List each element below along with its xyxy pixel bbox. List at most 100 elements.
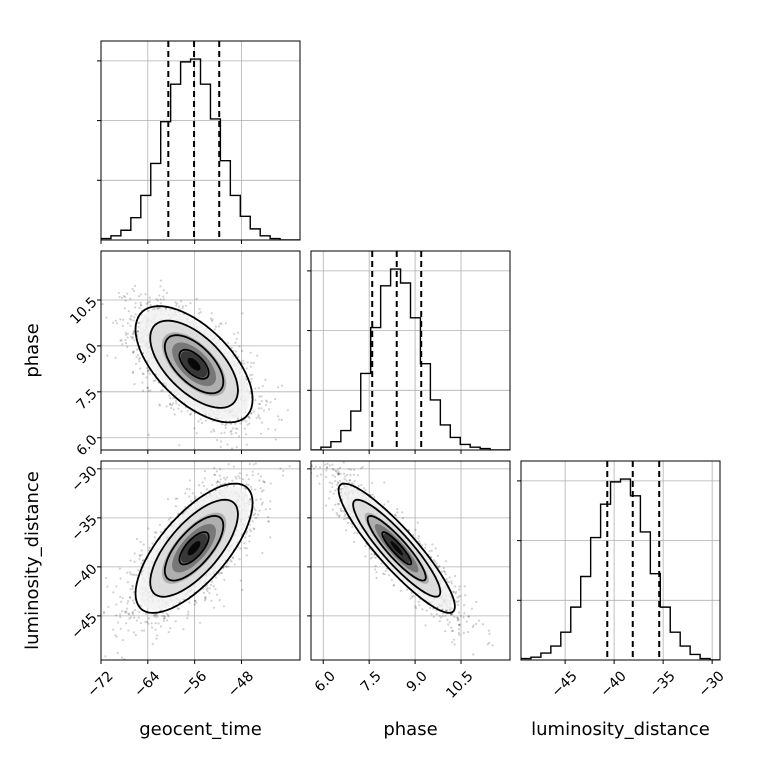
sample-point — [234, 427, 237, 430]
sample-point — [253, 507, 256, 510]
sample-point — [131, 613, 135, 616]
sample-point — [246, 361, 249, 364]
sample-point — [139, 304, 142, 307]
sample-point — [106, 585, 109, 588]
sample-point — [131, 371, 135, 374]
sample-point — [131, 587, 134, 590]
panel-geocent_time-vs-phase — [101, 251, 300, 450]
sample-point — [237, 475, 240, 478]
sample-point — [147, 433, 150, 436]
sample-point — [260, 490, 264, 493]
sample-point — [142, 373, 145, 376]
sample-point — [218, 599, 221, 602]
density-region — [187, 541, 201, 556]
sample-point — [255, 416, 258, 419]
sample-point — [264, 378, 267, 381]
sample-point — [123, 295, 127, 298]
sample-point — [162, 289, 165, 292]
sample-point — [248, 417, 251, 420]
sample-point — [203, 477, 207, 480]
sample-point — [119, 577, 122, 580]
sample-point — [189, 413, 192, 416]
sample-point — [158, 404, 162, 407]
sample-point — [269, 507, 272, 511]
sample-point — [234, 350, 238, 353]
sample-point — [248, 528, 252, 531]
sample-point — [227, 341, 230, 345]
sample-point — [227, 463, 230, 466]
sample-point — [245, 433, 248, 436]
sample-point — [457, 595, 460, 598]
sample-point — [129, 596, 132, 599]
sample-point — [261, 551, 264, 555]
sample-point — [254, 508, 257, 512]
sample-point — [201, 481, 204, 484]
sample-point — [116, 322, 119, 325]
sample-point — [134, 313, 137, 316]
sample-point — [257, 472, 260, 476]
sample-point — [208, 587, 211, 590]
sample-point — [197, 420, 200, 423]
sample-point — [213, 473, 217, 477]
sample-point — [233, 563, 236, 566]
sample-point — [250, 412, 253, 415]
sample-point — [247, 415, 250, 418]
sample-point — [133, 552, 136, 555]
sample-point — [189, 500, 193, 503]
sample-point — [198, 621, 202, 624]
sample-point — [163, 617, 166, 620]
sample-point — [157, 622, 160, 625]
sample-point — [231, 427, 235, 430]
sample-point — [210, 430, 213, 433]
sample-point — [198, 308, 201, 311]
sample-point — [130, 315, 133, 318]
sample-point — [364, 545, 367, 548]
contour-line — [134, 305, 254, 424]
sample-point — [416, 521, 419, 524]
sample-point — [243, 546, 246, 550]
sample-point — [126, 322, 129, 325]
sample-point — [219, 483, 223, 486]
sample-point — [237, 435, 241, 438]
sample-point — [356, 532, 359, 535]
panel-frame — [100, 40, 301, 241]
sample-point — [220, 440, 223, 443]
sample-point — [189, 302, 192, 305]
sample-point — [249, 374, 252, 377]
sample-point — [138, 306, 141, 310]
sample-point — [230, 447, 234, 450]
sample-point — [132, 370, 135, 373]
sample-point — [258, 509, 261, 512]
sample-point — [152, 379, 155, 383]
sample-point — [124, 299, 127, 302]
sample-point — [254, 516, 258, 519]
sample-point — [147, 549, 151, 552]
sample-point — [129, 588, 132, 591]
sample-point — [169, 627, 172, 630]
sample-point — [456, 619, 459, 622]
sample-point — [257, 407, 261, 410]
sample-point — [241, 312, 244, 315]
sample-point — [148, 300, 151, 303]
sample-point — [202, 484, 206, 488]
contour-line — [178, 531, 210, 566]
sample-point — [153, 536, 156, 539]
sample-point — [224, 426, 227, 429]
sample-point — [172, 396, 175, 399]
sample-point — [140, 629, 143, 632]
sample-point — [163, 617, 166, 620]
sample-point — [258, 417, 261, 420]
sample-point — [260, 399, 263, 403]
sample-point — [145, 620, 149, 624]
sample-point — [184, 506, 187, 509]
sample-point — [243, 487, 246, 490]
sample-point — [239, 422, 242, 425]
sample-point — [269, 482, 272, 485]
sample-point — [177, 607, 181, 610]
sample-point — [178, 444, 181, 447]
sample-point — [194, 599, 197, 603]
sample-point — [457, 600, 460, 603]
sample-point — [188, 488, 191, 491]
sample-point — [119, 627, 122, 630]
sample-point — [219, 322, 222, 325]
